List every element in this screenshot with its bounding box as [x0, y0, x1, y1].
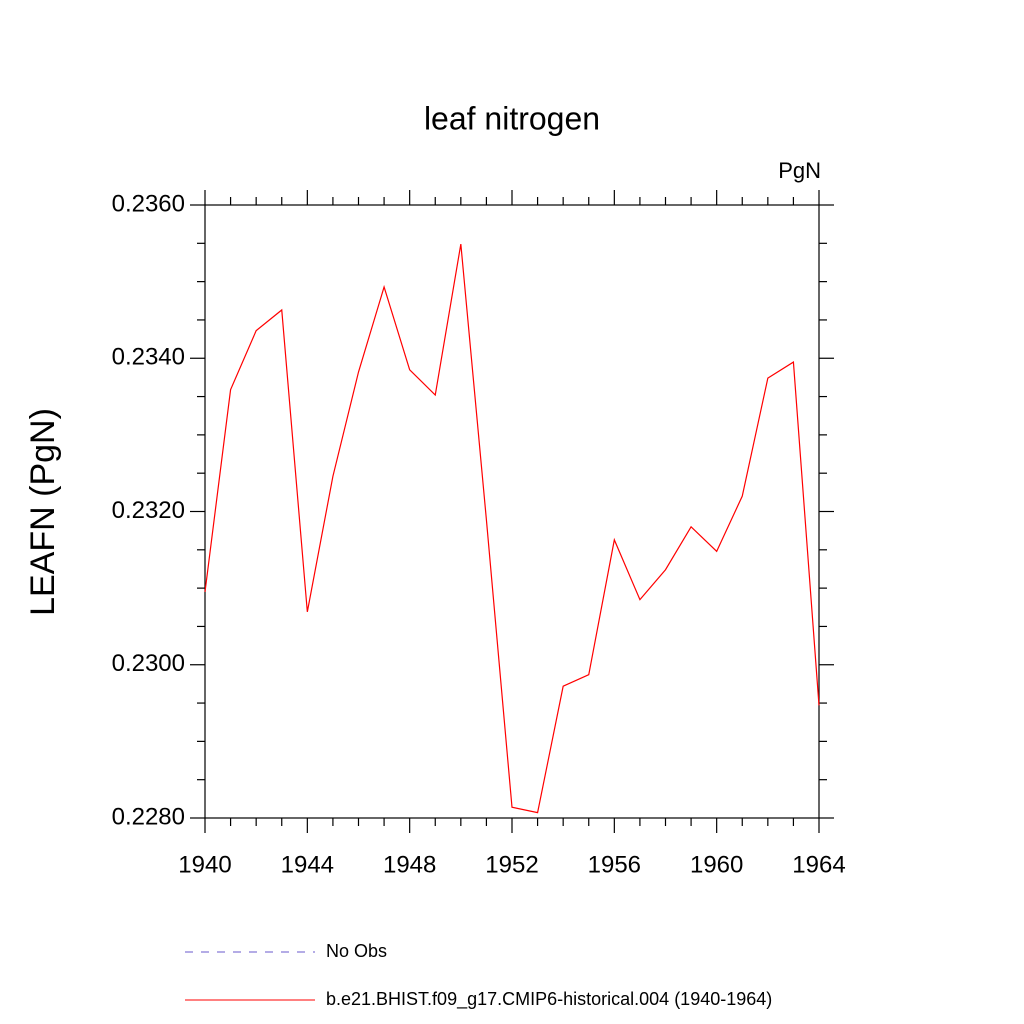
- legend-label: b.e21.BHIST.f09_g17.CMIP6-historical.004…: [326, 989, 772, 1010]
- y-tick-label: 0.2360: [112, 190, 185, 217]
- plot-frame: [204, 204, 820, 819]
- y-tick-label: 0.2320: [112, 497, 185, 524]
- x-tick-label: 1960: [690, 851, 743, 878]
- series-line: [204, 243, 820, 814]
- x-tick-label: 1944: [281, 851, 334, 878]
- y-tick-label: 0.2300: [112, 650, 185, 677]
- x-tick-label: 1952: [485, 851, 538, 878]
- y-tick-label: 0.2280: [112, 803, 185, 830]
- units-label: PgN: [778, 158, 821, 183]
- x-tick-label: 1964: [792, 851, 845, 878]
- x-tick-label: 1948: [383, 851, 436, 878]
- chart-title: leaf nitrogen: [424, 100, 600, 136]
- legend-label: No Obs: [326, 941, 387, 961]
- y-axis-label: LEAFN (PgN): [24, 408, 62, 616]
- x-tick-label: 1956: [588, 851, 641, 878]
- y-tick-label: 0.2340: [112, 344, 185, 371]
- x-tick-label: 1940: [178, 851, 231, 878]
